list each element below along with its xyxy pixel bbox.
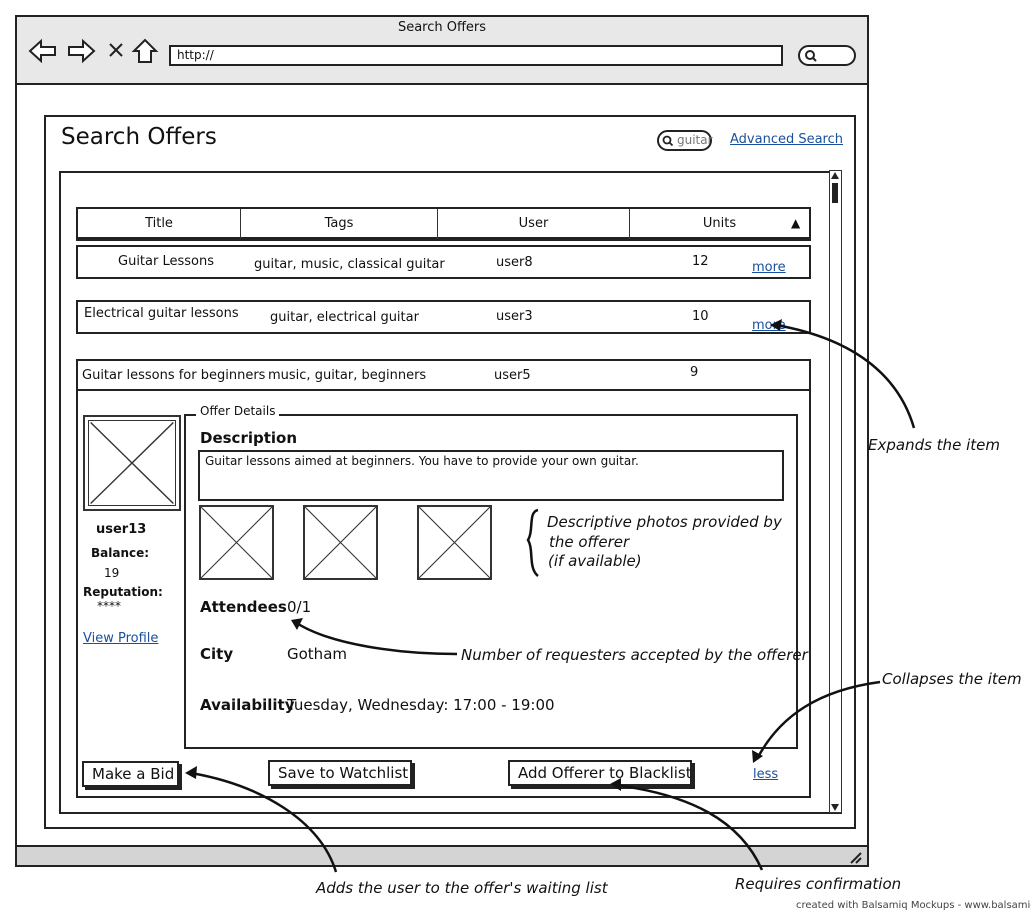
reputation-value: ****: [97, 599, 121, 613]
row-title: Electrical guitar lessons: [84, 306, 239, 321]
balance-value: 19: [104, 566, 120, 580]
row-tags: guitar, electrical guitar: [270, 310, 419, 325]
row-tags: guitar, music, classical guitar: [254, 257, 445, 272]
attendees-label: Attendees: [200, 598, 287, 616]
row-user: user8: [496, 255, 533, 270]
annotation-photos-line3: (if available): [548, 552, 642, 570]
make-bid-button[interactable]: Make a Bid: [82, 761, 179, 787]
city-label: City: [200, 645, 234, 663]
window-title: Search Offers: [397, 20, 487, 35]
search-input[interactable]: guitar: [657, 130, 713, 151]
annotation-photos-line2: the offerer: [549, 533, 630, 551]
row-user: user3: [496, 309, 533, 324]
column-header-user[interactable]: User: [437, 209, 629, 239]
sort-ascending-icon[interactable]: ▲: [791, 216, 801, 230]
table-row[interactable]: Guitar Lessons guitar, music, classical …: [76, 245, 811, 279]
table-row[interactable]: Guitar lessons for beginners music, guit…: [78, 361, 809, 391]
search-value: guitar: [677, 133, 713, 147]
row-tags: music, guitar, beginners: [268, 368, 427, 383]
row-title: Guitar lessons for beginners: [82, 368, 266, 383]
annotation-expands: Expands the item: [868, 436, 1000, 454]
reputation-label: Reputation:: [83, 585, 163, 599]
offer-photo: [199, 505, 274, 580]
table-row[interactable]: Electrical guitar lessons guitar, electr…: [76, 300, 811, 334]
description-label: Description: [200, 429, 298, 447]
advanced-search-link[interactable]: Advanced Search: [730, 132, 844, 147]
back-icon[interactable]: [28, 38, 58, 64]
annotation-requesters: Number of requesters accepted by the off…: [461, 646, 808, 664]
less-link[interactable]: less: [753, 767, 779, 782]
column-header-title[interactable]: Title: [145, 216, 173, 231]
availability-value: Tuesday, Wednesday: 17:00 - 19:00: [287, 696, 555, 714]
url-text: http://: [177, 48, 214, 62]
view-profile-link[interactable]: View Profile: [83, 631, 159, 646]
stop-icon[interactable]: [107, 40, 125, 60]
status-bar: [15, 845, 869, 867]
avatar: [83, 415, 181, 511]
page-frame: [44, 115, 856, 829]
balance-label: Balance:: [91, 546, 150, 560]
footer-credit: created with Balsamiq Mockups - www.bals…: [796, 900, 1031, 911]
annotation-photos-line1: Descriptive photos provided by: [547, 513, 782, 531]
availability-label: Availability: [200, 696, 295, 714]
search-icon: [662, 135, 674, 147]
annotation-confirmation: Requires confirmation: [735, 875, 902, 893]
blacklist-offerer-button[interactable]: Add Offerer to Blacklist: [508, 760, 692, 786]
offer-details-legend: Offer Details: [196, 404, 280, 418]
page-title: Search Offers: [61, 124, 217, 150]
column-header-units[interactable]: Units: [629, 209, 809, 239]
more-link[interactable]: more: [752, 260, 786, 275]
attendees-value: 0/1: [287, 598, 312, 616]
offerer-username: user13: [96, 522, 147, 537]
city-value: Gotham: [287, 645, 347, 663]
row-user: user5: [494, 368, 531, 383]
expanded-row: [76, 359, 811, 798]
offer-details-group: [184, 414, 798, 749]
table-header: Title Tags User Units ▲: [76, 207, 811, 241]
row-units: 9: [690, 365, 699, 380]
scrollbar[interactable]: [829, 170, 842, 813]
home-icon[interactable]: [131, 37, 159, 65]
browser-search-field[interactable]: [798, 45, 856, 66]
search-icon: [805, 50, 817, 62]
forward-icon[interactable]: [66, 38, 96, 64]
scroll-down-arrow-icon[interactable]: [831, 804, 839, 811]
resize-grip-icon[interactable]: [847, 849, 863, 864]
save-watchlist-button[interactable]: Save to Watchlist: [268, 760, 412, 786]
offer-photo: [417, 505, 492, 580]
scroll-thumb[interactable]: [832, 183, 838, 203]
url-bar[interactable]: http://: [169, 45, 783, 66]
more-link[interactable]: more: [752, 318, 786, 333]
row-title: Guitar Lessons: [118, 254, 214, 269]
annotation-collapses: Collapses the item: [882, 670, 1022, 688]
column-header-tags[interactable]: Tags: [240, 209, 437, 239]
scroll-up-arrow-icon[interactable]: [831, 172, 839, 179]
description-text: Guitar lessons aimed at beginners. You h…: [205, 454, 639, 468]
offer-photo: [303, 505, 378, 580]
row-units: 12: [692, 254, 709, 269]
row-units: 10: [692, 309, 709, 324]
annotation-waiting-list: Adds the user to the offer's waiting lis…: [316, 879, 608, 897]
description-field: Guitar lessons aimed at beginners. You h…: [198, 450, 784, 501]
